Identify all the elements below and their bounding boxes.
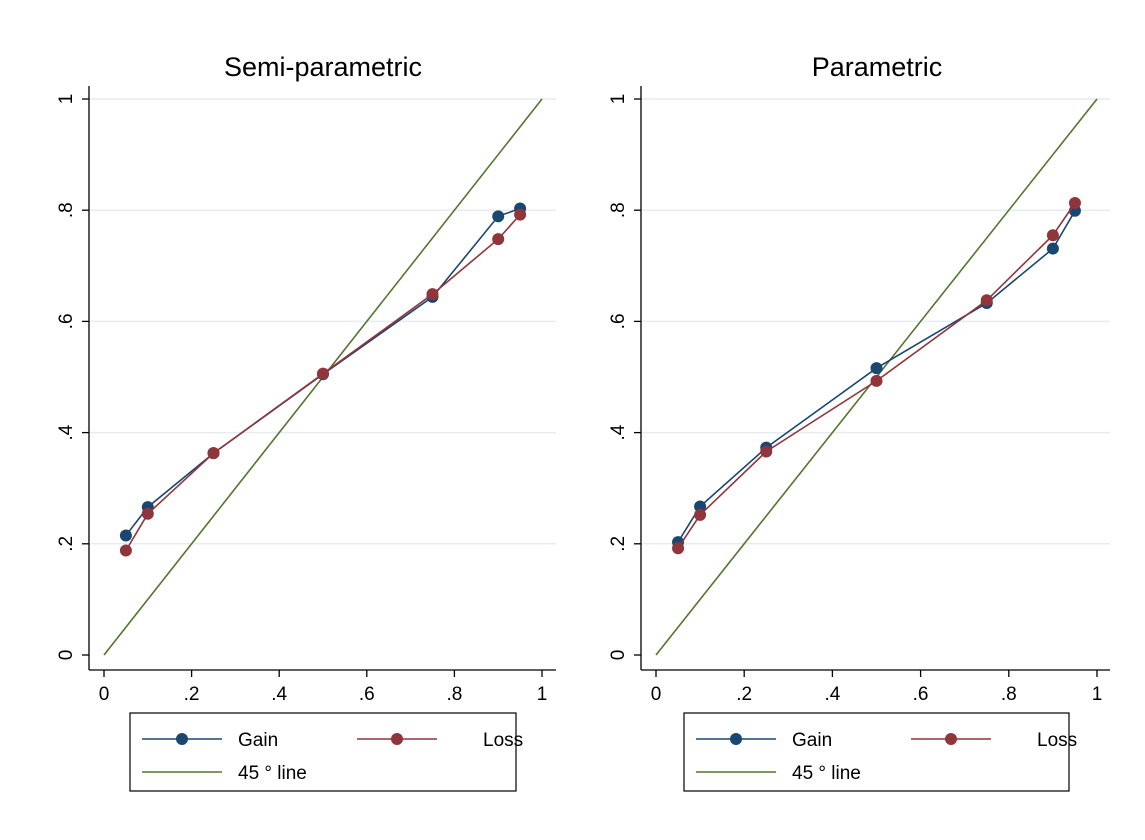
data-point-loss [672, 542, 685, 555]
y-tick-label: .8 [56, 202, 77, 218]
x-tick-label: .6 [913, 684, 929, 705]
chart-title: Parametric [812, 52, 943, 82]
legend-marker [730, 733, 742, 745]
x-tick-label: 1 [1092, 684, 1103, 705]
x-tick-label: .2 [184, 684, 200, 705]
x-tick-label: 0 [651, 684, 662, 705]
data-point-loss [492, 233, 505, 246]
y-tick-label: .2 [56, 536, 77, 552]
x-tick-label: .8 [446, 684, 462, 705]
chart-title: Semi-parametric [224, 52, 422, 82]
y-tick-label: .6 [56, 313, 77, 329]
legend-label: Loss [1037, 730, 1077, 751]
legend-marker [945, 733, 957, 745]
data-point-loss [207, 447, 220, 460]
data-point-loss [980, 294, 993, 307]
y-tick-label: .8 [608, 202, 629, 218]
legend: Gain Loss 45 ° line [129, 712, 523, 792]
data-point-loss [317, 367, 329, 380]
data-point-gain [870, 362, 883, 375]
legend-label: Gain [792, 730, 832, 751]
data-point-loss [694, 508, 707, 521]
data-point-loss [760, 445, 773, 458]
chart-panel-2: Parametric 0 .2 .4 .6 .8 1 0 .2 .4 .6 .8 1 Gain Loss 45… [608, 52, 1110, 792]
data-point-loss [1068, 196, 1081, 209]
legend-marker [176, 733, 188, 745]
chart-panel-1: Semi-parametric 0 .2 .4 .6 .8 1 0 .2 .4 .6 .8 1 Gain L… [56, 52, 556, 792]
legend-label: Loss [483, 730, 523, 751]
legend-label: 45 ° line [238, 763, 307, 784]
x-tick-label: .8 [1001, 684, 1017, 705]
y-tick-label: 1 [56, 94, 77, 105]
x-tick-label: 0 [99, 684, 110, 705]
y-tick-label: .4 [56, 424, 77, 440]
legend-marker [391, 733, 403, 745]
x-tick-label: .4 [271, 684, 287, 705]
legend-box [683, 712, 1070, 792]
data-point-loss [141, 507, 154, 520]
series-line-loss [125, 214, 521, 551]
x-tick-label: .4 [824, 684, 840, 705]
legend-label: 45 ° line [792, 763, 861, 784]
legend: Gain Loss 45 ° line [683, 712, 1077, 792]
y-tick-label: .4 [608, 424, 629, 440]
data-point-gain [119, 529, 132, 542]
x-tick-label: .6 [359, 684, 375, 705]
data-point-loss [119, 544, 132, 557]
data-point-loss [1046, 229, 1059, 242]
y-tick-label: 1 [608, 94, 629, 105]
data-point-loss [426, 288, 439, 301]
data-point-loss [514, 208, 527, 221]
x-tick-label: .2 [736, 684, 752, 705]
data-point-gain [492, 210, 505, 223]
y-tick-label: 0 [608, 650, 629, 661]
legend-box [129, 712, 517, 792]
y-tick-label: .2 [608, 536, 629, 552]
x-tick-label: 1 [537, 684, 548, 705]
data-point-gain [694, 500, 707, 513]
legend-label: Gain [238, 730, 278, 751]
y-tick-label: .6 [608, 313, 629, 329]
data-point-gain [1046, 242, 1059, 255]
data-point-loss [870, 374, 883, 387]
y-tick-label: 0 [56, 650, 77, 661]
